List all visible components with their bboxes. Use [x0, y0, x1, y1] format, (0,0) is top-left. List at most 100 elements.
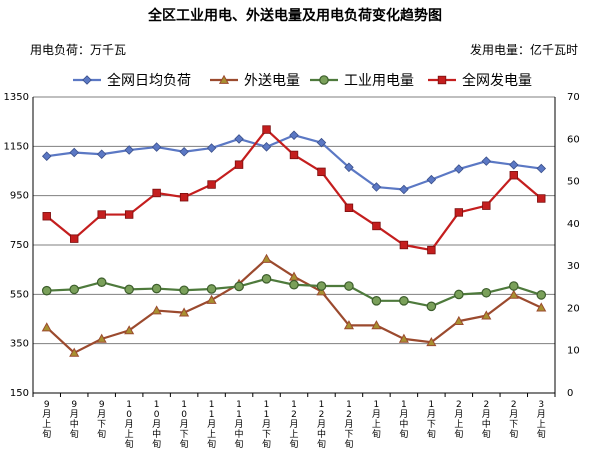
data-point	[206, 294, 217, 304]
series-layer	[41, 125, 547, 357]
data-point	[536, 302, 547, 312]
data-point	[151, 142, 162, 152]
x-category-label: 2 月中旬	[482, 400, 491, 440]
data-point	[151, 283, 162, 294]
data-point	[42, 212, 51, 221]
series-3	[41, 274, 547, 312]
data-point	[426, 301, 437, 312]
data-point	[399, 184, 409, 195]
right-tick-label: 10	[567, 346, 580, 357]
right-tick-label: 60	[567, 134, 580, 145]
data-point	[454, 208, 464, 217]
data-point	[179, 307, 190, 317]
data-point	[344, 281, 354, 291]
right-tick-label: 50	[567, 177, 580, 188]
data-point	[371, 182, 382, 192]
left-tick-label: 550	[10, 289, 29, 300]
right-tick-label: 20	[567, 303, 580, 314]
series-line	[46, 128, 542, 252]
x-category-label: 1 0 月上旬	[125, 400, 134, 450]
data-point	[481, 310, 492, 320]
data-point	[41, 151, 52, 161]
legend-label: 工业用电量	[344, 73, 414, 89]
data-point	[151, 305, 162, 315]
grid-lines	[33, 96, 555, 345]
data-point	[124, 210, 134, 219]
data-point	[316, 137, 327, 148]
data-point	[509, 171, 518, 180]
data-point	[41, 322, 52, 332]
data-point	[96, 333, 107, 343]
data-point	[453, 315, 464, 325]
data-point	[207, 180, 216, 189]
x-category-label: 9 月中旬	[70, 400, 79, 440]
series-2	[41, 253, 547, 357]
data-point	[536, 163, 547, 174]
x-category-label: 1 0 月下旬	[180, 400, 189, 450]
data-point	[152, 188, 161, 198]
data-point	[96, 149, 107, 159]
legend-label: 全网日均负荷	[107, 72, 191, 89]
data-point	[289, 150, 299, 160]
legend-item-1: 全网日均负荷	[73, 72, 191, 89]
left-tick-label: 350	[10, 339, 29, 350]
data-point	[179, 193, 189, 202]
data-point	[70, 234, 79, 243]
x-category-label: 2 月上旬	[454, 400, 463, 440]
data-point	[316, 281, 327, 291]
data-point	[508, 289, 519, 299]
data-point	[206, 284, 217, 294]
data-point	[261, 142, 272, 152]
data-point	[96, 277, 107, 288]
data-point	[508, 281, 519, 291]
legend-marker	[218, 74, 230, 84]
x-category-label: 1 0 月中旬	[152, 400, 161, 450]
data-point	[454, 164, 464, 174]
data-point	[454, 289, 464, 300]
data-point	[234, 281, 244, 292]
data-point	[317, 167, 326, 177]
chart-title: 全区工业用电、外送电量及用电负荷变化趋势图	[147, 7, 442, 24]
data-point	[124, 145, 134, 155]
legend-item-2: 外送电量	[210, 73, 300, 89]
data-point	[261, 253, 272, 263]
series-1	[41, 130, 547, 195]
data-point	[41, 285, 52, 296]
axes: 150 350 550 750 950 1150 1350 0 10 20 30 40 50 60 70 9 月…	[4, 92, 580, 450]
data-point	[509, 160, 519, 170]
data-point	[399, 240, 409, 250]
data-point	[69, 284, 80, 295]
legend-label: 外送电量	[244, 73, 300, 89]
data-point	[289, 130, 299, 140]
data-point	[124, 325, 135, 335]
data-point	[537, 194, 546, 203]
data-point	[262, 125, 271, 134]
data-point	[344, 203, 354, 212]
data-point	[206, 143, 217, 153]
data-point	[97, 210, 106, 219]
series-line	[46, 134, 542, 191]
legend-marker	[82, 75, 92, 85]
data-point	[69, 347, 80, 357]
data-point	[316, 286, 327, 296]
data-point	[124, 284, 134, 295]
data-point	[426, 337, 437, 347]
data-point	[482, 201, 491, 210]
data-point	[344, 162, 354, 173]
right-tick-label: 70	[567, 92, 580, 103]
x-category-label: 1 月中旬	[399, 400, 408, 440]
x-category-label: 1 2 月中旬	[317, 400, 326, 450]
series-4	[42, 125, 546, 255]
x-category-label: 2 月下旬	[509, 400, 518, 440]
data-point	[371, 320, 382, 330]
x-category-label: 1 2 月上旬	[289, 400, 298, 450]
data-point	[426, 174, 437, 185]
x-category-label: 1 月上旬	[372, 400, 381, 440]
data-point	[179, 146, 189, 157]
x-category-label: 9 月下旬	[97, 400, 106, 440]
data-point	[427, 245, 436, 255]
x-category-label: 3 月上旬	[537, 400, 546, 440]
left-tick-label: 150	[10, 388, 29, 399]
legend-marker	[437, 75, 447, 85]
data-point	[179, 285, 189, 296]
